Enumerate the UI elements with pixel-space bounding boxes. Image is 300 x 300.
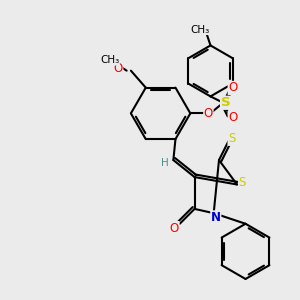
Text: S: S [228, 132, 236, 146]
Text: S: S [239, 176, 246, 189]
Text: CH₃: CH₃ [190, 25, 209, 34]
Text: N: N [211, 211, 221, 224]
Text: O: O [228, 81, 237, 94]
Text: CH₃: CH₃ [100, 55, 119, 65]
Text: O: O [228, 111, 237, 124]
Text: O: O [170, 221, 179, 235]
Text: H: H [161, 158, 169, 168]
Text: O: O [113, 62, 123, 75]
Text: S: S [220, 96, 230, 109]
Text: O: O [204, 107, 213, 120]
